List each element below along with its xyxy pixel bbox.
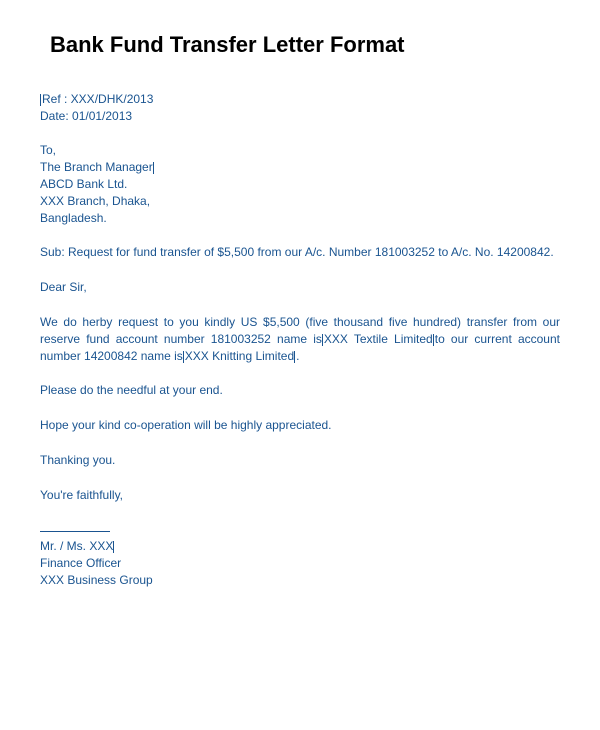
signature-line [40, 522, 560, 539]
signatory-title: Finance Officer [40, 555, 560, 572]
closing-line: You're faithfully, [40, 487, 560, 504]
addressee-block: To, The Branch Manager ABCD Bank Ltd. XX… [40, 142, 560, 226]
salutation: Dear Sir, [40, 279, 560, 296]
signatory-name: Mr. / Ms. XXX [40, 538, 560, 555]
thanking-line: Thanking you. [40, 452, 560, 469]
body-para1: We do herby request to you kindly US $5,… [40, 314, 560, 364]
signatory-org: XXX Business Group [40, 572, 560, 589]
signature-block: Mr. / Ms. XXX Finance Officer XXX Busine… [40, 522, 560, 589]
ref-date-block: Ref : XXX/DHK/2013 Date: 01/01/2013 [40, 91, 560, 125]
body-para3: Hope your kind co-operation will be high… [40, 417, 560, 434]
ref-line: Ref : XXX/DHK/2013 [40, 91, 560, 108]
body-para2: Please do the needful at your end. [40, 382, 560, 399]
document-title: Bank Fund Transfer Letter Format [50, 30, 560, 61]
addressee-line3: XXX Branch, Dhaka, [40, 193, 560, 210]
subject-line: Sub: Request for fund transfer of $5,500… [40, 244, 560, 261]
addressee-line2: ABCD Bank Ltd. [40, 176, 560, 193]
date-line: Date: 01/01/2013 [40, 108, 560, 125]
addressee-line4: Bangladesh. [40, 210, 560, 227]
addressee-line1: The Branch Manager [40, 159, 560, 176]
to-line: To, [40, 142, 560, 159]
